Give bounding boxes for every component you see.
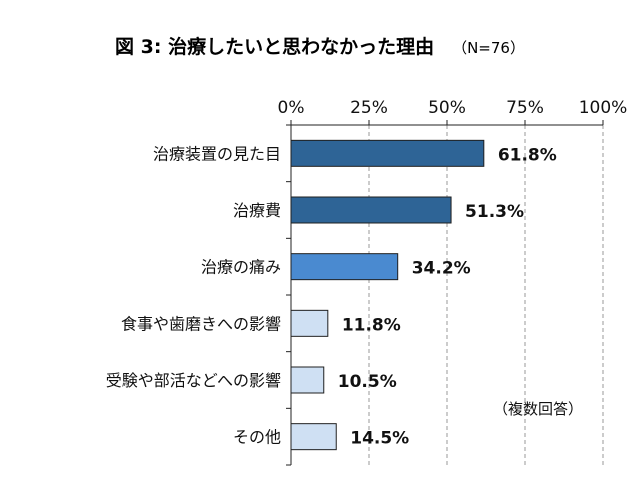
chart-subtitle: （N=76） [452, 39, 525, 57]
value-label: 61.8% [498, 145, 557, 165]
value-label: 11.8% [342, 315, 401, 335]
category-label: その他 [233, 428, 281, 447]
x-tick-label: 100% [579, 98, 628, 118]
bar [290, 196, 452, 224]
value-label: 51.3% [465, 202, 524, 222]
category-label: 治療費 [233, 201, 281, 220]
bar [290, 366, 325, 394]
category-label: 治療装置の見た目 [153, 144, 281, 163]
x-tick-label: 75% [506, 98, 544, 118]
bar [290, 423, 337, 451]
chart-title: 図 3: 治療したいと思わなかった理由 [115, 36, 435, 58]
note-multiple-answers: （複数回答） [493, 400, 583, 418]
chart-title-row: 図 3: 治療したいと思わなかった理由 （N=76） [0, 32, 640, 59]
x-tick-label: 25% [350, 98, 388, 118]
value-label: 10.5% [338, 372, 397, 392]
category-label: 受験や部活などへの影響 [106, 371, 281, 390]
value-label: 14.5% [350, 429, 409, 449]
x-tick-label: 0% [278, 98, 305, 118]
bar [290, 253, 399, 281]
category-label: 食事や歯磨きへの影響 [121, 314, 281, 333]
category-label: 治療の痛み [201, 258, 281, 277]
value-label: 34.2% [412, 259, 471, 279]
x-tick-label: 50% [428, 98, 466, 118]
bar [290, 309, 329, 337]
bar [290, 139, 485, 167]
